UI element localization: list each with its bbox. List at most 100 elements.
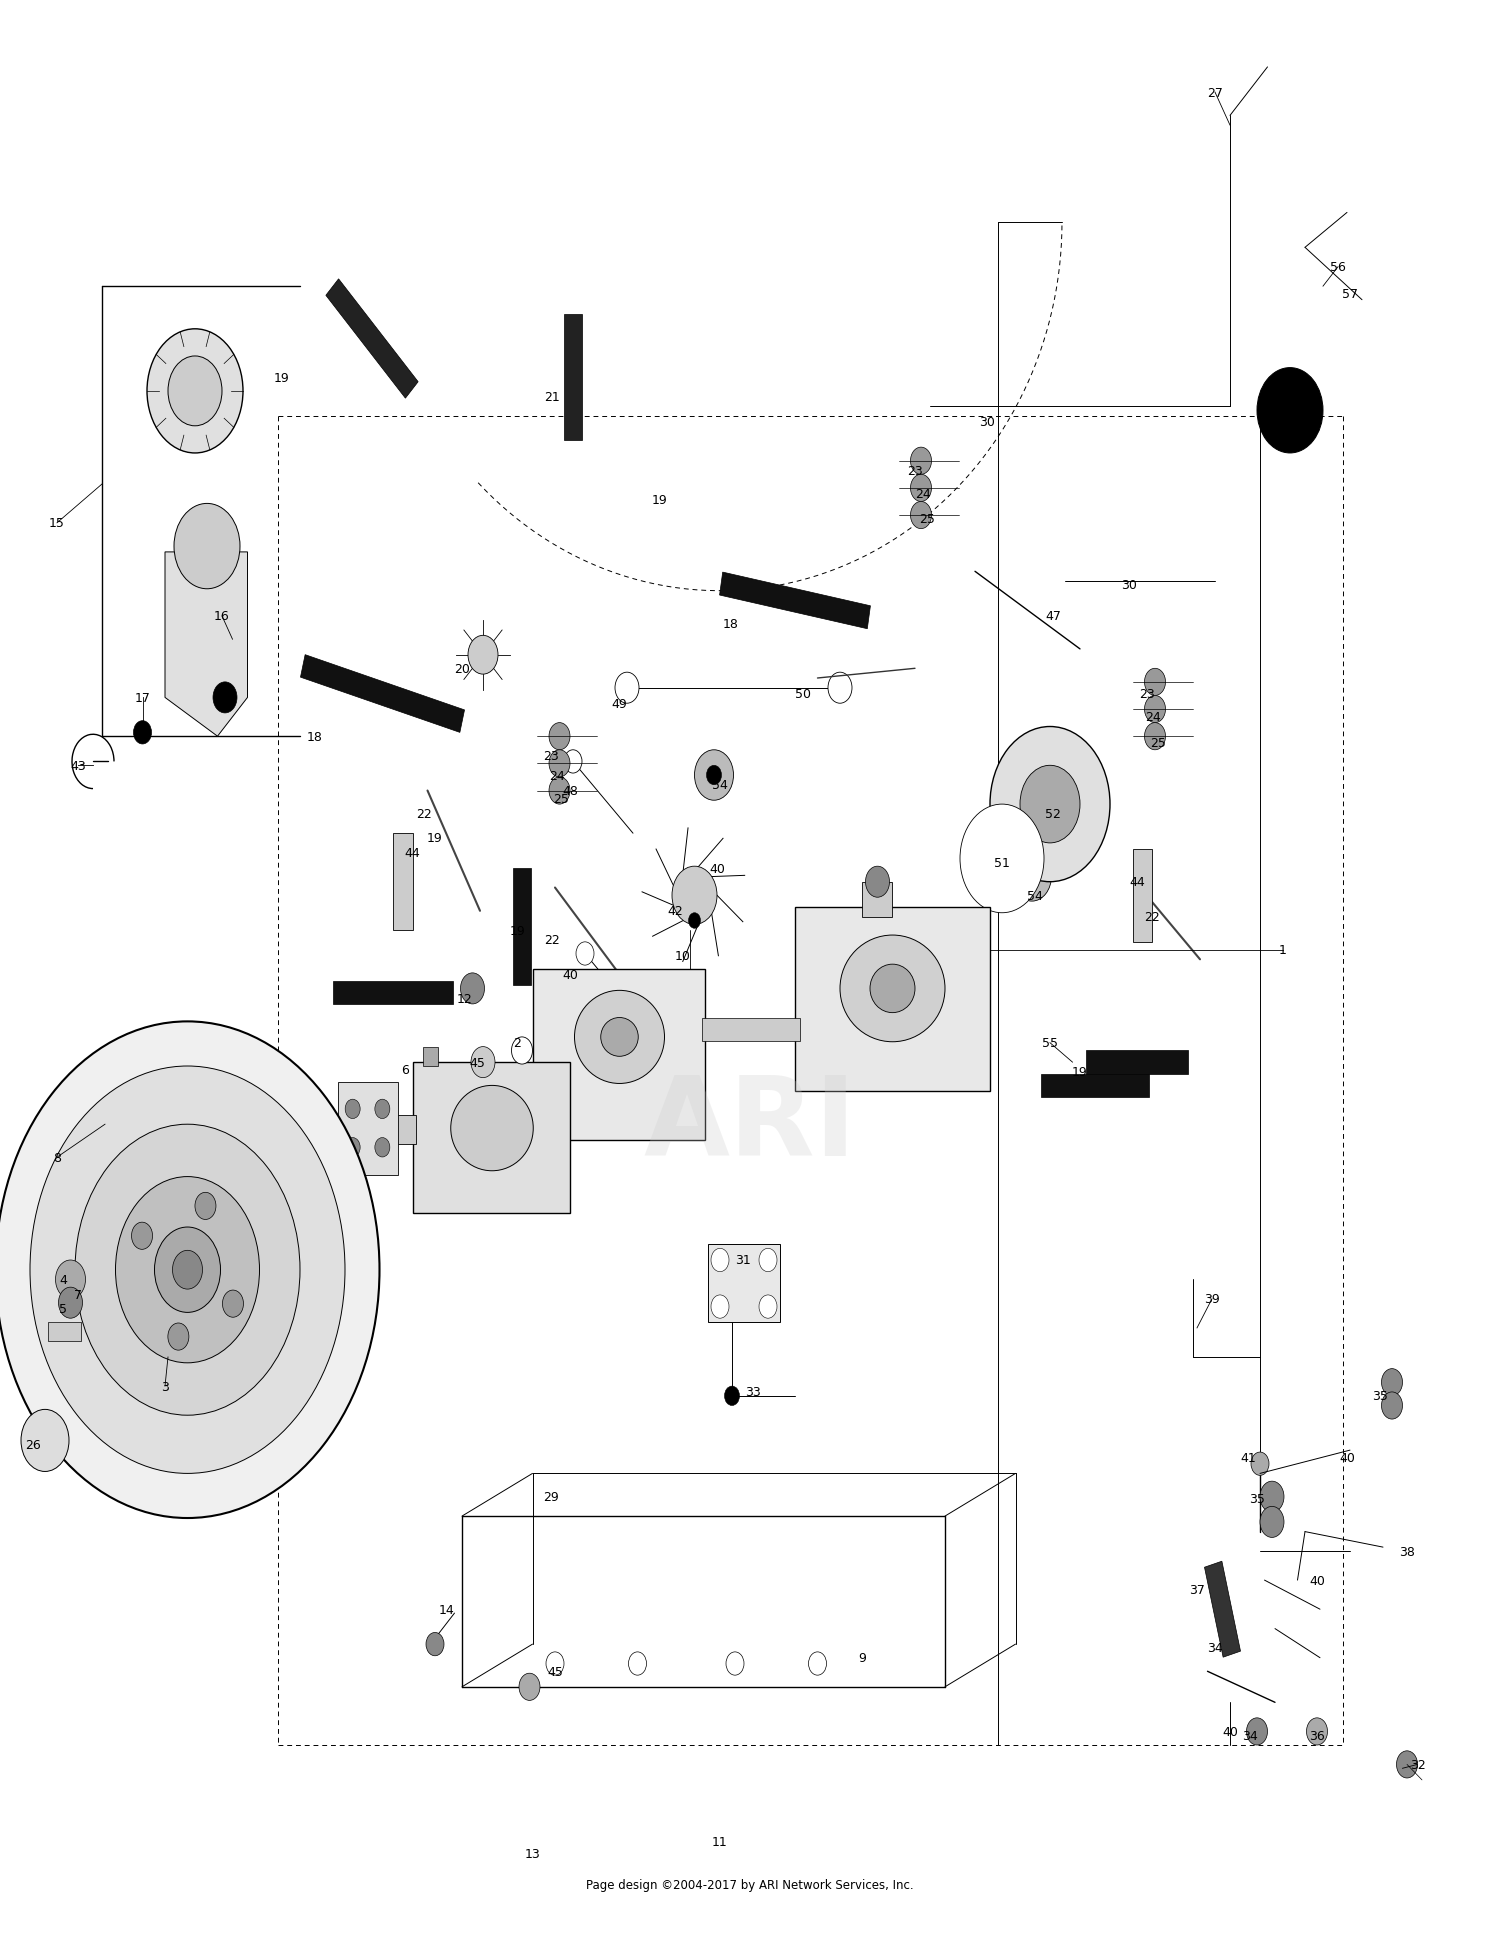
Circle shape: [1382, 1392, 1402, 1419]
Text: 18: 18: [723, 619, 738, 630]
Bar: [423, 1047, 438, 1066]
Text: 19: 19: [1072, 1066, 1088, 1078]
Circle shape: [576, 942, 594, 966]
Text: 54: 54: [712, 779, 728, 791]
Text: 7: 7: [74, 1289, 82, 1301]
Ellipse shape: [600, 1018, 639, 1057]
Text: 45: 45: [548, 1666, 562, 1677]
Text: 10: 10: [675, 950, 690, 962]
Text: 57: 57: [1342, 289, 1358, 301]
Text: 4: 4: [58, 1274, 68, 1286]
Text: 34: 34: [1208, 1642, 1222, 1654]
Circle shape: [1260, 1507, 1284, 1538]
Text: 22: 22: [1144, 911, 1160, 923]
Text: 16: 16: [214, 611, 230, 622]
Circle shape: [168, 1322, 189, 1350]
Circle shape: [375, 1138, 390, 1158]
Text: 35: 35: [1250, 1493, 1264, 1505]
Text: 19: 19: [652, 494, 668, 506]
Circle shape: [471, 1047, 495, 1078]
Text: 2: 2: [513, 1037, 522, 1049]
Text: 21: 21: [544, 392, 560, 403]
Text: 42: 42: [668, 906, 682, 917]
Bar: [288, 1115, 416, 1144]
Polygon shape: [333, 981, 453, 1004]
Bar: [702, 1018, 800, 1041]
Circle shape: [154, 1227, 220, 1313]
Text: 51: 51: [994, 857, 1010, 869]
Ellipse shape: [840, 937, 945, 1043]
Circle shape: [1024, 867, 1039, 886]
Circle shape: [172, 1251, 202, 1289]
Bar: [532, 970, 705, 1140]
Circle shape: [688, 913, 700, 929]
Text: 45: 45: [470, 1057, 484, 1068]
Text: 23: 23: [908, 465, 922, 477]
Circle shape: [549, 778, 570, 805]
Text: 55: 55: [1042, 1037, 1058, 1049]
Circle shape: [58, 1287, 82, 1319]
Circle shape: [0, 1022, 380, 1518]
Text: 17: 17: [135, 692, 150, 704]
Circle shape: [960, 805, 1044, 913]
Text: 44: 44: [1130, 876, 1144, 888]
Circle shape: [1144, 669, 1166, 696]
Bar: [338, 1082, 398, 1175]
Text: 27: 27: [1208, 87, 1222, 99]
Circle shape: [1306, 1718, 1328, 1745]
Circle shape: [564, 750, 582, 774]
Polygon shape: [326, 279, 419, 399]
Text: 43: 43: [70, 760, 86, 772]
Text: 35: 35: [1372, 1390, 1388, 1402]
Text: 19: 19: [274, 372, 290, 384]
Polygon shape: [1086, 1051, 1188, 1074]
Text: 24: 24: [915, 489, 930, 500]
Circle shape: [711, 1295, 729, 1319]
Text: 32: 32: [1410, 1759, 1425, 1770]
Circle shape: [910, 502, 932, 529]
Circle shape: [519, 1673, 540, 1701]
Circle shape: [1013, 851, 1052, 902]
Polygon shape: [1041, 1074, 1149, 1097]
Circle shape: [546, 1652, 564, 1675]
Text: 39: 39: [1204, 1293, 1219, 1305]
Circle shape: [1382, 1369, 1402, 1396]
Circle shape: [134, 721, 152, 745]
Circle shape: [1246, 1718, 1268, 1745]
Circle shape: [213, 683, 237, 714]
Bar: [413, 1063, 570, 1214]
Text: 48: 48: [562, 785, 578, 797]
Circle shape: [512, 1037, 532, 1065]
Circle shape: [759, 1295, 777, 1319]
Circle shape: [168, 357, 222, 427]
Text: 25: 25: [920, 514, 934, 525]
Text: 30: 30: [980, 417, 994, 429]
Text: 40: 40: [710, 863, 724, 874]
Circle shape: [865, 867, 889, 898]
Circle shape: [1144, 696, 1166, 723]
Ellipse shape: [450, 1086, 534, 1171]
Circle shape: [1260, 1481, 1284, 1512]
Circle shape: [468, 636, 498, 675]
Bar: [862, 882, 892, 917]
Text: 24: 24: [1146, 712, 1161, 723]
Circle shape: [460, 973, 484, 1004]
Text: 44: 44: [405, 847, 420, 859]
Text: Page design ©2004-2017 by ARI Network Services, Inc.: Page design ©2004-2017 by ARI Network Se…: [586, 1879, 914, 1891]
Circle shape: [56, 1260, 86, 1299]
Circle shape: [759, 1249, 777, 1272]
Circle shape: [345, 1138, 360, 1158]
Text: 36: 36: [1310, 1730, 1324, 1741]
Circle shape: [222, 1291, 243, 1319]
Polygon shape: [1204, 1561, 1240, 1658]
Text: 52: 52: [1046, 809, 1060, 820]
Circle shape: [615, 673, 639, 704]
Circle shape: [549, 750, 570, 778]
Text: 23: 23: [543, 750, 558, 762]
Polygon shape: [720, 572, 870, 630]
Circle shape: [628, 1652, 646, 1675]
Text: 1: 1: [1278, 944, 1287, 956]
Text: 19: 19: [427, 832, 442, 843]
Circle shape: [726, 1652, 744, 1675]
Text: 22: 22: [544, 935, 560, 946]
